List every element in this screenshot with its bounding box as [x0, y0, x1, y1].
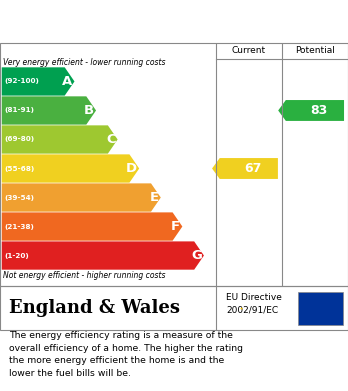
Text: Very energy efficient - lower running costs: Very energy efficient - lower running co… — [3, 58, 166, 67]
Polygon shape — [2, 126, 118, 154]
Polygon shape — [2, 67, 74, 96]
Text: (21-38): (21-38) — [4, 224, 34, 230]
Text: D: D — [126, 162, 137, 175]
Text: Current: Current — [232, 47, 266, 56]
Text: E: E — [150, 191, 159, 204]
Text: Energy Efficiency Rating: Energy Efficiency Rating — [9, 13, 238, 31]
Polygon shape — [2, 154, 139, 183]
Text: (92-100): (92-100) — [4, 79, 39, 84]
Text: (55-68): (55-68) — [4, 165, 34, 172]
Text: (1-20): (1-20) — [4, 253, 29, 258]
Text: The energy efficiency rating is a measure of the
overall efficiency of a home. T: The energy efficiency rating is a measur… — [9, 332, 243, 378]
Text: F: F — [171, 220, 180, 233]
Bar — [298, 292, 343, 325]
Text: 83: 83 — [310, 104, 328, 117]
Polygon shape — [2, 96, 96, 125]
Text: B: B — [84, 104, 94, 117]
Text: G: G — [191, 249, 202, 262]
Polygon shape — [278, 100, 344, 121]
Text: 67: 67 — [244, 162, 262, 175]
Text: Not energy efficient - higher running costs: Not energy efficient - higher running co… — [3, 271, 166, 280]
Polygon shape — [2, 241, 204, 270]
Text: (81-91): (81-91) — [4, 108, 34, 113]
Text: EU Directive
2002/91/EC: EU Directive 2002/91/EC — [226, 294, 282, 314]
Text: (39-54): (39-54) — [4, 194, 34, 201]
Text: Potential: Potential — [295, 47, 335, 56]
Polygon shape — [2, 183, 161, 212]
Polygon shape — [2, 212, 182, 241]
Text: A: A — [62, 75, 72, 88]
Text: C: C — [106, 133, 116, 146]
Polygon shape — [212, 158, 278, 179]
Text: England & Wales: England & Wales — [9, 299, 180, 317]
Text: (69-80): (69-80) — [4, 136, 34, 142]
